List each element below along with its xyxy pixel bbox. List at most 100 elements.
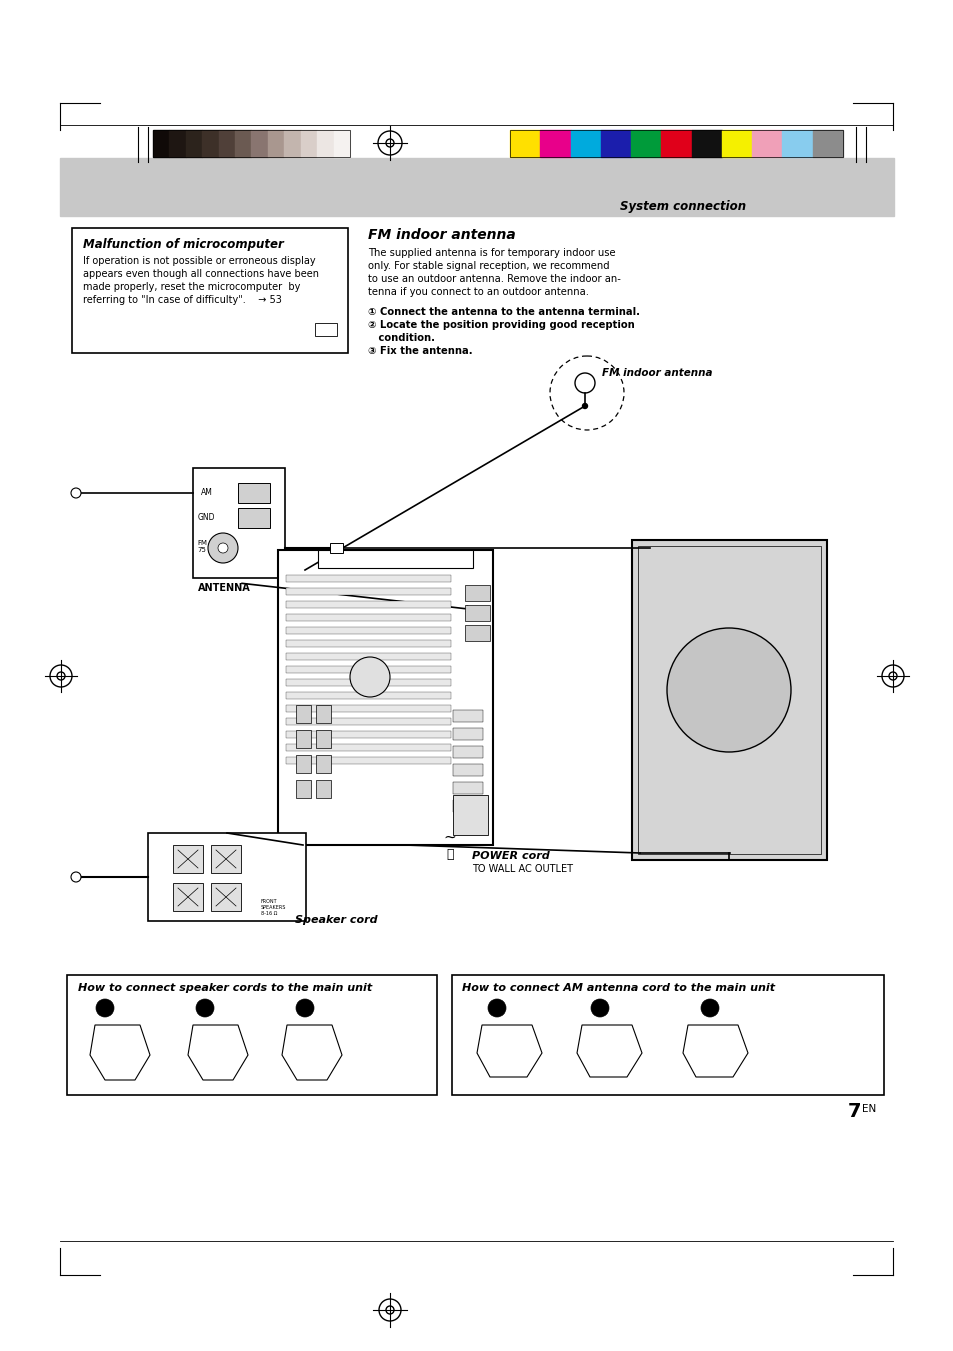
Text: GND: GND	[198, 513, 215, 521]
Bar	[234, 130, 252, 157]
Circle shape	[208, 534, 237, 563]
Bar	[453, 794, 488, 835]
Bar	[315, 755, 331, 773]
Circle shape	[350, 657, 390, 697]
Text: tenna if you connect to an outdoor antenna.: tenna if you connect to an outdoor anten…	[368, 286, 588, 297]
Text: If operation is not possible or erroneous display: If operation is not possible or erroneou…	[83, 255, 315, 266]
Bar	[315, 780, 331, 798]
Bar	[315, 730, 331, 748]
Bar	[638, 546, 821, 854]
Bar	[286, 613, 451, 621]
Bar	[172, 884, 203, 911]
Text: ANTENNA: ANTENNA	[465, 611, 490, 615]
Text: made properly, reset the microcomputer  by: made properly, reset the microcomputer b…	[83, 282, 300, 292]
Bar	[510, 130, 842, 157]
Bar	[286, 731, 451, 738]
Text: referring to "In case of difficulty".    → 53: referring to "In case of difficulty". → …	[83, 295, 281, 305]
Bar	[295, 730, 311, 748]
Text: How to connect AM antenna cord to the main unit: How to connect AM antenna cord to the ma…	[461, 984, 774, 993]
Bar	[600, 130, 631, 157]
Polygon shape	[476, 1025, 541, 1077]
Text: How to connect speaker cords to the main unit: How to connect speaker cords to the main…	[78, 984, 372, 993]
Circle shape	[590, 998, 608, 1017]
Bar	[453, 765, 482, 775]
Text: only. For stable signal reception, we recommend: only. For stable signal reception, we re…	[368, 261, 609, 272]
Bar	[286, 717, 451, 725]
Text: 1: 1	[101, 1002, 109, 1013]
Text: AM: AM	[201, 488, 213, 497]
Bar	[252, 130, 268, 157]
Bar	[284, 130, 300, 157]
Text: 1: 1	[493, 1002, 500, 1013]
Text: TO WALL AC OUTLET: TO WALL AC OUTLET	[472, 865, 573, 874]
Bar	[691, 130, 721, 157]
Bar	[464, 626, 490, 640]
Circle shape	[582, 404, 587, 408]
Bar	[286, 640, 451, 647]
Text: 3: 3	[301, 1002, 309, 1013]
Bar	[286, 692, 451, 698]
Bar	[202, 130, 218, 157]
Bar	[453, 728, 482, 740]
Bar	[631, 130, 660, 157]
Text: ~: ~	[443, 830, 456, 844]
Bar	[186, 130, 202, 157]
Bar	[631, 540, 826, 861]
Bar	[453, 800, 482, 812]
Bar	[71, 228, 348, 353]
Polygon shape	[577, 1025, 641, 1077]
Bar	[751, 130, 781, 157]
Bar	[286, 705, 451, 712]
Bar	[464, 605, 490, 621]
Bar	[152, 130, 350, 157]
Text: FRONT
SPEAKERS
8-16 Ω: FRONT SPEAKERS 8-16 Ω	[261, 898, 286, 916]
Bar	[218, 130, 234, 157]
Bar	[464, 585, 490, 601]
Bar	[286, 744, 451, 751]
Text: ① Connect the antenna to the antenna terminal.: ① Connect the antenna to the antenna ter…	[368, 307, 639, 317]
Polygon shape	[188, 1025, 248, 1079]
Text: FM indoor antenna: FM indoor antenna	[601, 367, 712, 378]
Text: FM
75: FM 75	[196, 540, 207, 553]
Text: FM indoor antenna: FM indoor antenna	[368, 228, 516, 242]
Bar	[237, 484, 270, 503]
Bar	[315, 705, 331, 723]
Circle shape	[96, 998, 113, 1017]
Bar	[60, 158, 893, 216]
Bar	[193, 467, 285, 578]
Text: 3: 3	[705, 1002, 713, 1013]
Text: 2: 2	[201, 1002, 209, 1013]
Text: EN: EN	[862, 1104, 876, 1115]
Bar	[295, 705, 311, 723]
Polygon shape	[282, 1025, 341, 1079]
Bar	[148, 834, 306, 921]
Circle shape	[195, 998, 213, 1017]
Bar	[452, 975, 883, 1096]
Text: Speaker (Left): Speaker (Left)	[678, 705, 779, 717]
Text: ③ Fix the antenna.: ③ Fix the antenna.	[368, 346, 472, 357]
Polygon shape	[682, 1025, 747, 1077]
Bar	[314, 323, 336, 336]
Circle shape	[218, 543, 228, 553]
Text: POWER cord: POWER cord	[472, 851, 549, 861]
Circle shape	[488, 998, 505, 1017]
Bar	[317, 550, 473, 567]
Bar	[812, 130, 842, 157]
Bar	[211, 884, 241, 911]
Bar	[286, 601, 451, 608]
Bar	[295, 755, 311, 773]
Bar	[237, 508, 270, 528]
Bar	[539, 130, 570, 157]
Text: 🔌: 🔌	[446, 848, 454, 861]
Bar	[330, 543, 343, 553]
Text: to use an outdoor antenna. Remove the indoor an-: to use an outdoor antenna. Remove the in…	[368, 274, 620, 284]
Text: ANTENNA: ANTENNA	[198, 584, 251, 593]
Polygon shape	[90, 1025, 150, 1079]
Circle shape	[666, 628, 790, 753]
Bar	[268, 130, 284, 157]
Bar	[286, 757, 451, 765]
Bar	[570, 130, 600, 157]
Text: Speaker cord: Speaker cord	[294, 915, 377, 925]
Text: appears even though all connections have been: appears even though all connections have…	[83, 269, 318, 280]
Bar	[316, 130, 334, 157]
